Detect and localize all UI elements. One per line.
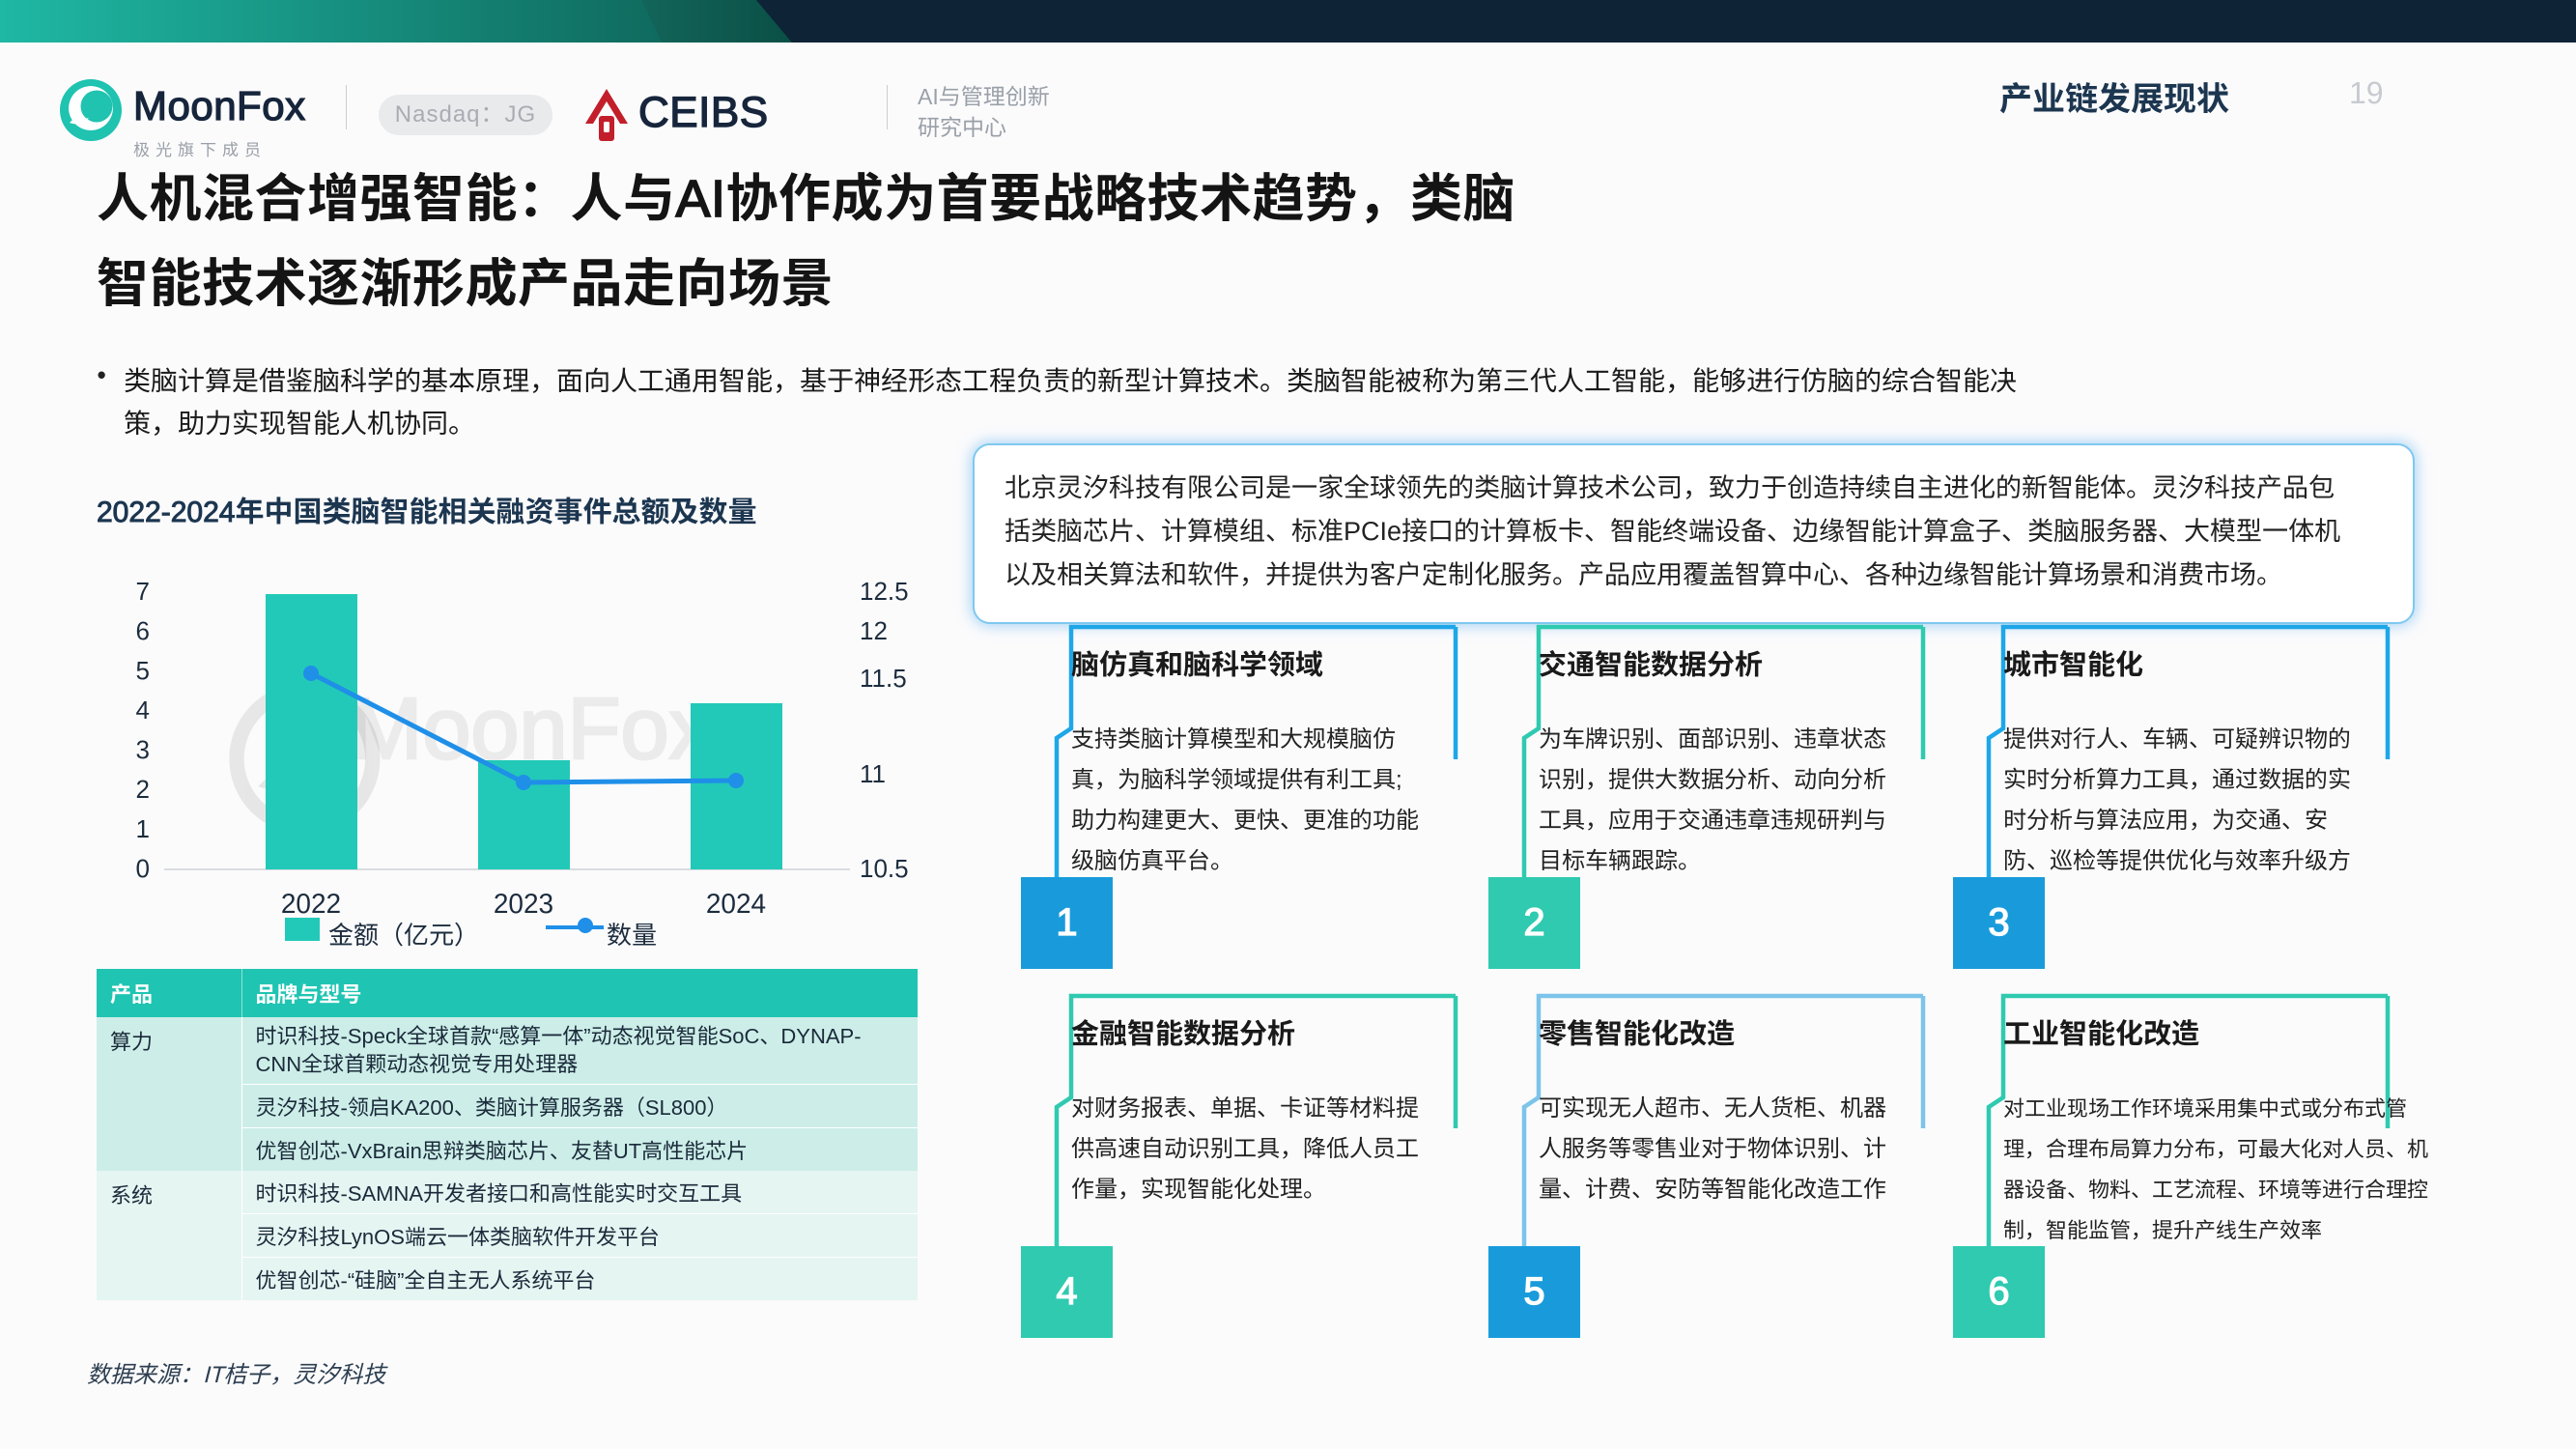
svg-text:11: 11	[860, 759, 886, 788]
svg-text:12: 12	[860, 616, 888, 645]
svg-text:0: 0	[136, 854, 150, 883]
svg-text:6: 6	[136, 616, 150, 645]
svg-text:2: 2	[136, 775, 150, 804]
svg-text:11.5: 11.5	[860, 664, 907, 693]
svg-text:2022: 2022	[281, 889, 341, 919]
svg-text:7: 7	[136, 577, 150, 606]
svg-text:5: 5	[136, 656, 150, 685]
svg-text:2023: 2023	[494, 889, 553, 919]
svg-text:2024: 2024	[706, 889, 766, 919]
svg-text:4: 4	[136, 696, 150, 724]
svg-text:12.5: 12.5	[860, 577, 909, 606]
svg-text:10.5: 10.5	[860, 854, 909, 883]
svg-text:3: 3	[136, 735, 150, 764]
svg-text:1: 1	[136, 814, 150, 843]
